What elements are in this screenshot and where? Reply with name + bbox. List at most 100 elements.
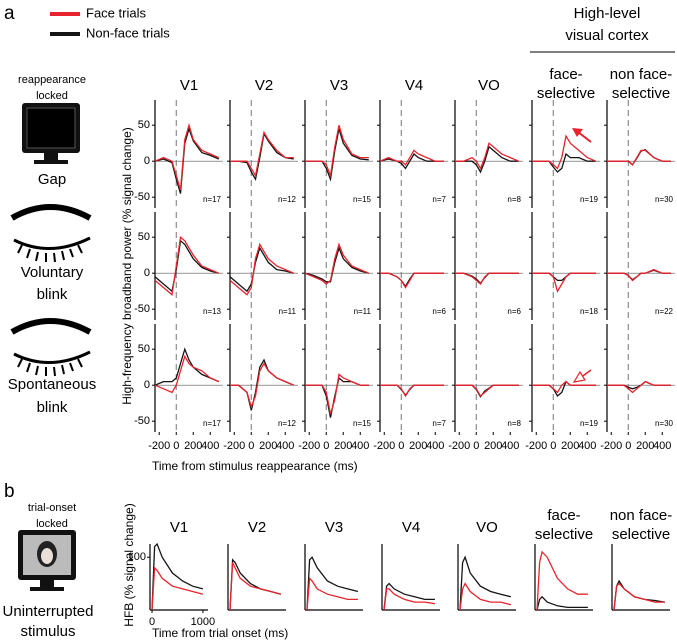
- group-title: visual cortex: [565, 27, 649, 44]
- y-tick-label: 0: [144, 267, 150, 279]
- nonface-line: [383, 582, 435, 611]
- area-header: V1: [180, 77, 198, 94]
- n-label: n=11: [279, 307, 297, 316]
- y-tick-label: 50: [138, 343, 150, 355]
- x-tick-label: 0: [173, 440, 179, 452]
- x-tick-label: 400: [351, 440, 369, 452]
- area-header: VO: [476, 519, 498, 536]
- face-line: [305, 125, 369, 179]
- face-line: [305, 373, 369, 415]
- x-tick-label: 400: [201, 440, 219, 452]
- face-line: [607, 149, 671, 166]
- panel-label: b: [4, 481, 15, 502]
- nonface-line: [151, 542, 204, 611]
- x-tick-label: 200: [636, 440, 654, 452]
- row-header: trial-onset: [28, 502, 76, 514]
- face-line: [607, 268, 671, 282]
- row-label: Gap: [38, 171, 66, 188]
- row-header: locked: [36, 518, 68, 530]
- y-tick-label: 50: [138, 119, 150, 131]
- area-header: V4: [402, 519, 420, 536]
- x-axis-label: Time from trial onset (ms): [152, 626, 288, 640]
- nonface-line: [380, 272, 444, 288]
- face-line: [455, 272, 519, 285]
- row-label: blink: [37, 399, 68, 416]
- face-line: [154, 122, 220, 191]
- x-tick-label: 0: [149, 616, 155, 628]
- nonface-line: [230, 131, 294, 182]
- n-label: n=15: [353, 419, 372, 428]
- n-label: n=22: [655, 307, 674, 316]
- nonface-line: [459, 555, 512, 611]
- y-tick-label: 100: [128, 551, 146, 563]
- group-title: High-level: [574, 5, 641, 22]
- nonface-line: [455, 145, 519, 174]
- row-header: reappearance: [18, 74, 86, 86]
- x-tick-label: -200: [525, 440, 547, 452]
- area-header: VO: [478, 77, 500, 94]
- x-tick-label: -200: [298, 440, 320, 452]
- area-header: face-: [549, 66, 582, 83]
- x-tick-label: 0: [323, 440, 329, 452]
- x-tick-label: 0: [398, 440, 404, 452]
- y-tick-label: -50: [134, 303, 150, 315]
- face-line: [230, 362, 295, 409]
- face-line: [532, 380, 596, 394]
- n-label: n=8: [507, 195, 521, 204]
- area-header: selective: [612, 526, 670, 543]
- x-tick-label: 200: [334, 440, 352, 452]
- y-tick-label: -50: [134, 415, 150, 427]
- face-line: [229, 242, 295, 296]
- x-tick-label: -200: [148, 440, 170, 452]
- y-axis-label: High-frequency broadband power (% signal…: [120, 127, 134, 405]
- x-tick-label: 200: [184, 440, 202, 452]
- face-line: [459, 582, 512, 611]
- face-line: [379, 149, 444, 166]
- y-tick-label: 0: [144, 155, 150, 167]
- n-label: n=6: [432, 307, 446, 316]
- face-line: [455, 142, 520, 170]
- face-line: [154, 235, 220, 297]
- nonface-line: [229, 246, 294, 293]
- face-line: [151, 566, 204, 611]
- n-label: n=30: [655, 195, 674, 204]
- nonface-line: [229, 558, 282, 611]
- area-header: V3: [330, 77, 348, 94]
- face-line: [229, 562, 282, 611]
- y-tick-label: 50: [138, 231, 150, 243]
- x-tick-label: 400: [501, 440, 519, 452]
- legend-label: Non-face trials: [86, 25, 170, 40]
- panel-label: a: [4, 3, 15, 24]
- area-header: selective: [537, 85, 595, 102]
- x-tick-label: 200: [409, 440, 427, 452]
- nonface-line: [304, 246, 369, 283]
- face-line: [613, 582, 665, 611]
- nonface-line: [154, 239, 219, 293]
- n-label: n=11: [354, 307, 372, 316]
- n-label: n=15: [353, 195, 372, 204]
- face-line: [154, 354, 220, 394]
- n-label: n=17: [203, 419, 222, 428]
- face-line: [383, 588, 436, 611]
- face-line: [536, 550, 588, 611]
- x-axis-label: Time from stimulus reappearance (ms): [152, 459, 358, 473]
- x-tick-label: -200: [223, 440, 245, 452]
- n-label: n=12: [278, 195, 297, 204]
- n-label: n=7: [432, 419, 446, 428]
- x-tick-label: 200: [259, 440, 277, 452]
- x-tick-label: 0: [248, 440, 254, 452]
- n-label: n=7: [432, 195, 446, 204]
- face-line: [532, 272, 596, 293]
- x-tick-label: 400: [426, 440, 444, 452]
- x-tick-label: 0: [625, 440, 631, 452]
- x-tick-label: 200: [561, 440, 579, 452]
- x-tick-label: -200: [373, 440, 395, 452]
- nonface-line: [536, 595, 588, 611]
- row-label: stimulus: [20, 623, 75, 640]
- x-tick-label: 1000: [191, 616, 215, 628]
- y-axis-label: HFB (% signal change): [122, 503, 136, 626]
- x-tick-label: 400: [276, 440, 294, 452]
- nonface-line: [607, 148, 671, 166]
- n-label: n=8: [507, 419, 521, 428]
